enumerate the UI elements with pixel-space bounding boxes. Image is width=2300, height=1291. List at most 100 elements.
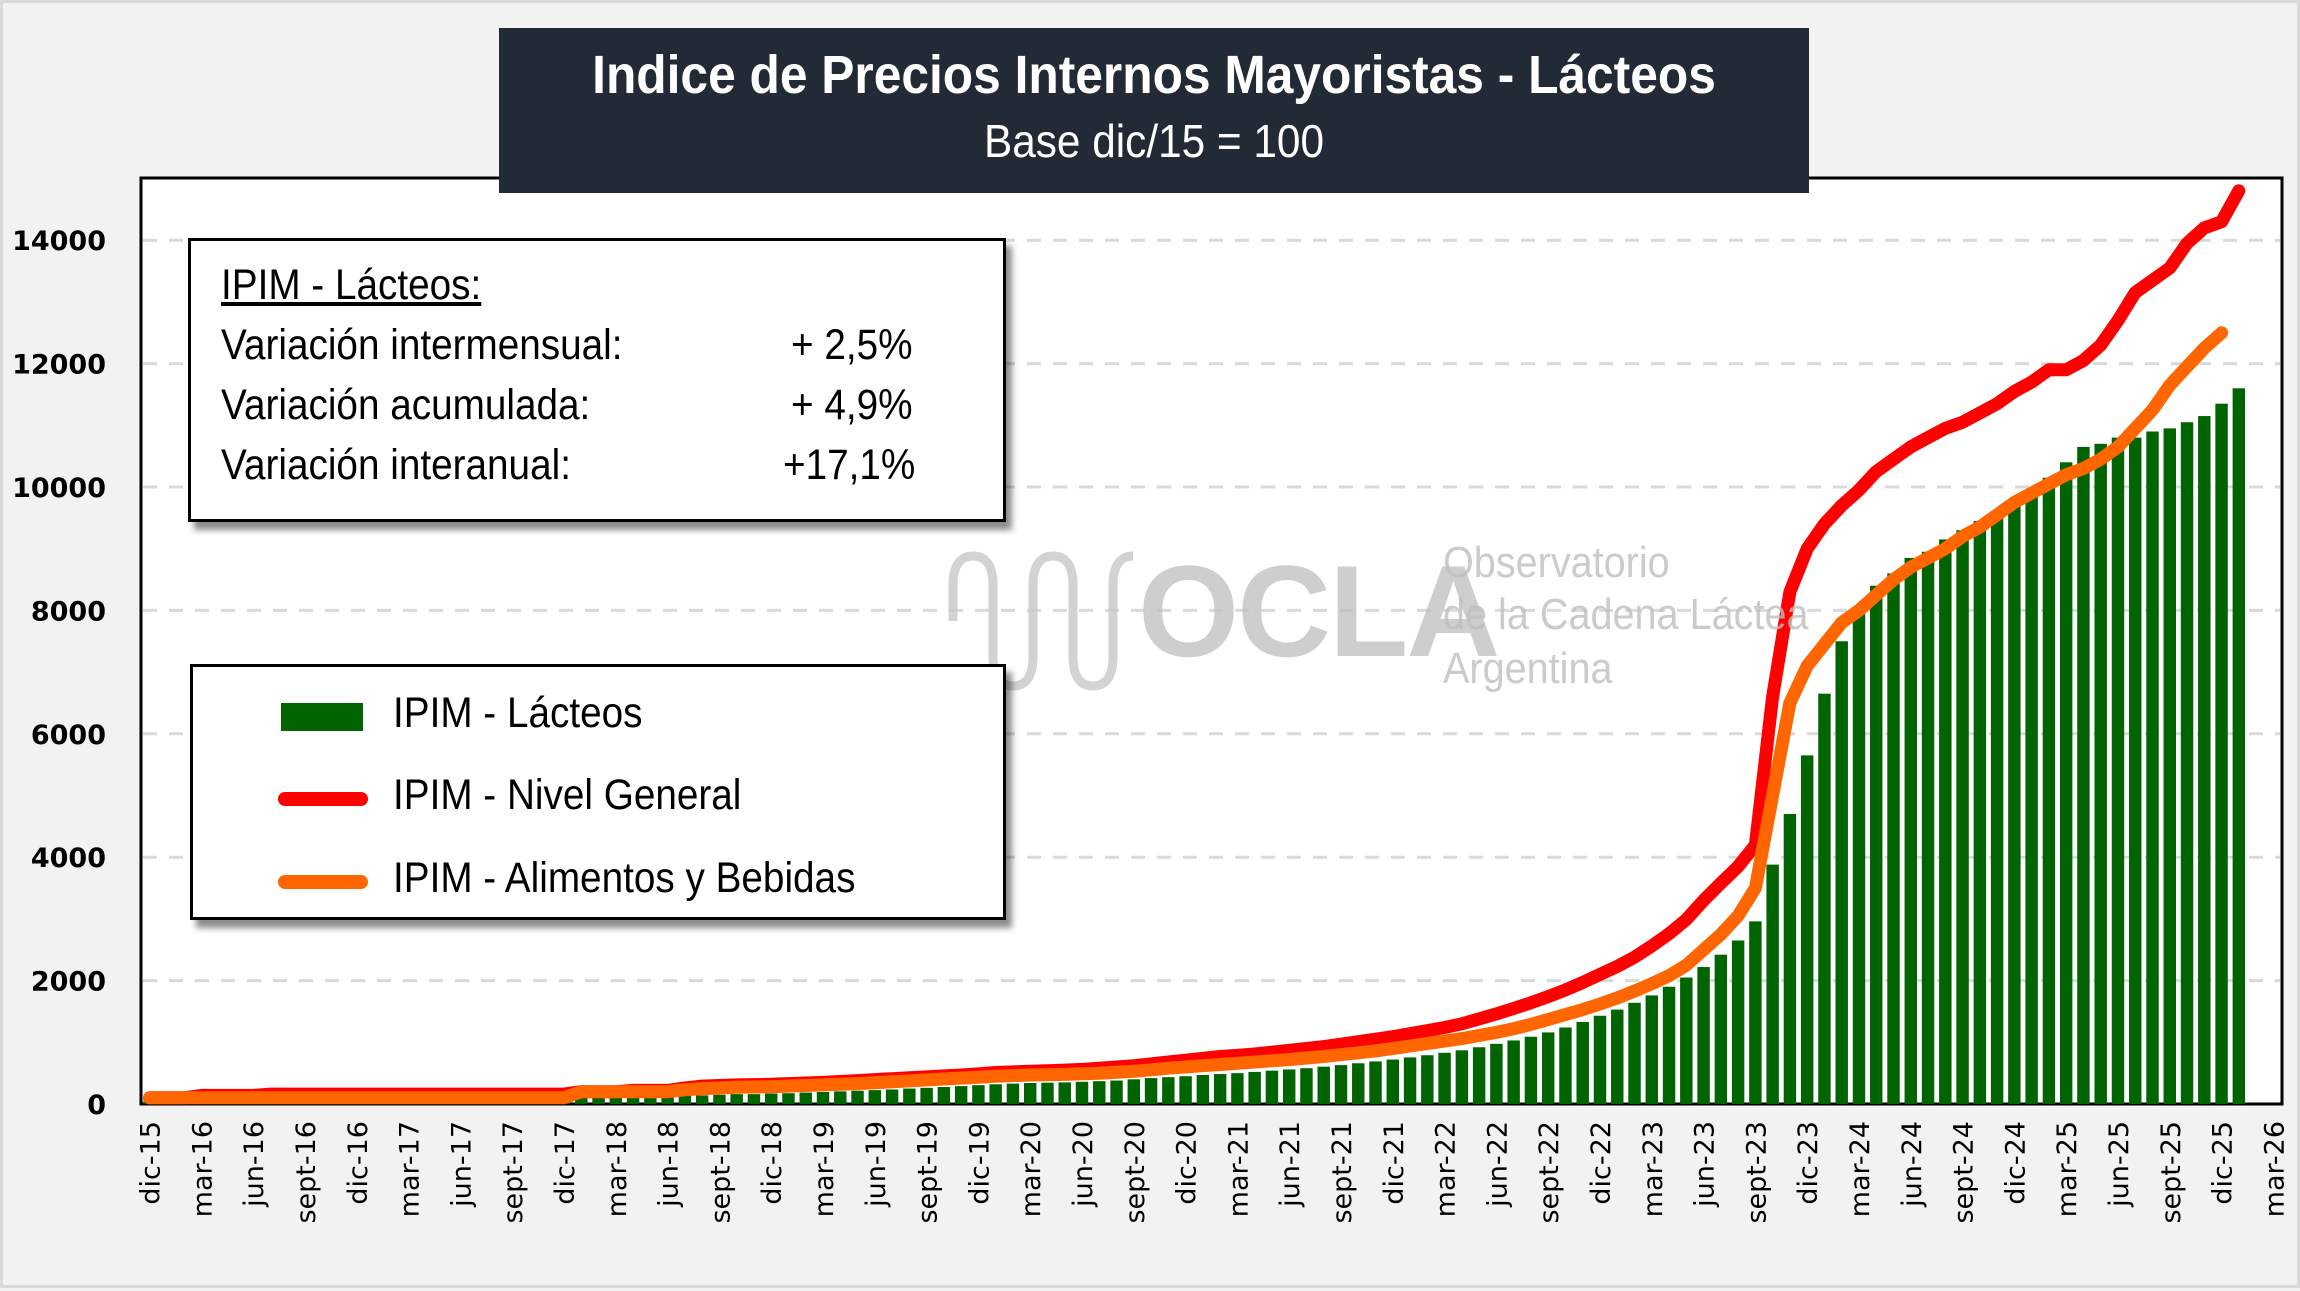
x-tick-label: sept-19 [913, 1121, 944, 1224]
bar [730, 1094, 743, 1104]
bar [972, 1085, 985, 1104]
bars-ipim-lacteos [143, 388, 2246, 1105]
bar [1956, 530, 1969, 1104]
bar [2042, 477, 2056, 1104]
lines [143, 184, 2246, 1105]
x-tick-label: jun-25 [2104, 1121, 2135, 1208]
bar [868, 1090, 882, 1104]
chart-subtitle: Base dic/15 = 100 [984, 115, 1324, 167]
bar [1265, 1070, 1279, 1104]
bar [1541, 1032, 1555, 1104]
bar [799, 1092, 812, 1104]
x-tick-label: mar-23 [1638, 1121, 1669, 1217]
y-tick-label: 14000 [12, 226, 106, 257]
bar [1213, 1074, 1227, 1104]
legend-swatch-bar [281, 703, 363, 731]
x-tick-label: sept-16 [291, 1121, 322, 1224]
bar [592, 1095, 605, 1104]
x-tick-label: dic-17 [550, 1121, 581, 1205]
bar [2180, 422, 2194, 1105]
bar [1110, 1080, 1123, 1104]
info-label-interanual: Variación interanual: [221, 441, 571, 489]
info-label-acumulada: Variación acumulada: [221, 381, 591, 429]
bar [1300, 1068, 1313, 1104]
x-tick-label: dic-18 [757, 1121, 788, 1205]
x-tick-label: dic-20 [1172, 1121, 1203, 1205]
bar [2094, 443, 2107, 1104]
bar [1248, 1071, 1261, 1104]
bar [1783, 814, 1797, 1104]
bar [695, 1095, 709, 1104]
bar [1196, 1075, 1210, 1104]
x-tick-label: mar-16 [187, 1121, 218, 1217]
x-tick-label: mar-21 [1223, 1121, 1254, 1217]
bar [2077, 446, 2090, 1104]
bar [2215, 403, 2228, 1105]
x-tick-label: dic-22 [1586, 1121, 1617, 1205]
bar [609, 1095, 623, 1104]
bar [1006, 1083, 1020, 1104]
bar [1179, 1076, 1192, 1104]
x-tick-label: jun-23 [1690, 1121, 1721, 1208]
x-tick-label: jun-17 [446, 1121, 477, 1208]
bar [920, 1087, 933, 1104]
bar [626, 1095, 640, 1104]
bar [816, 1091, 830, 1104]
bar [1731, 940, 1745, 1104]
bar [661, 1095, 674, 1104]
y-tick-label: 10000 [12, 473, 106, 504]
bar [1317, 1066, 1330, 1104]
bar [1438, 1052, 1451, 1104]
x-tick-label: jun-19 [861, 1121, 892, 1208]
bar [2025, 490, 2038, 1105]
legend-label: IPIM - Lácteos [393, 689, 643, 737]
bar [1559, 1027, 1572, 1104]
bar [1369, 1061, 1382, 1104]
bar [2232, 388, 2246, 1104]
legend-item-lacteos: IPIM - Lácteos [193, 689, 1003, 749]
bar [713, 1094, 726, 1104]
bar [1386, 1059, 1400, 1104]
bar [1075, 1081, 1089, 1104]
bar [1990, 514, 2004, 1104]
bar [1352, 1063, 1365, 1104]
legend-item-alimentos-bebidas: IPIM - Alimentos y Bebidas [193, 854, 1003, 914]
x-tick-label: jun-21 [1275, 1121, 1306, 1208]
bar [989, 1084, 1002, 1104]
x-tick-label: mar-22 [1431, 1121, 1462, 1217]
x-tick-label: dic-15 [136, 1121, 167, 1205]
bar [1593, 1015, 1607, 1104]
line-ipim-alimentos-bebidas [143, 326, 2229, 1105]
bar [1662, 986, 1676, 1104]
bar [1800, 755, 1814, 1104]
y-tick-label: 6000 [31, 720, 106, 751]
y-tick-label: 4000 [31, 843, 106, 874]
x-tick-label: sept-22 [1534, 1121, 1565, 1224]
chart-canvas: 0 2000 4000 6000 8000 10000 12000 14000 dic-15 m… [12, 176, 2290, 1224]
bar [834, 1091, 847, 1104]
y-tick-label: 12000 [12, 350, 106, 381]
bar [1421, 1055, 1434, 1104]
bar [575, 1095, 588, 1104]
bar [764, 1093, 778, 1104]
bar [1403, 1057, 1417, 1104]
bar [1645, 995, 1659, 1104]
x-tick-label: jun-16 [239, 1121, 270, 1208]
chart-title: Indice de Precios Internos Mayoristas - … [592, 45, 1716, 105]
info-value-interanual: +17,1% [783, 441, 916, 489]
bar [2111, 437, 2125, 1104]
bar [1749, 921, 1762, 1104]
bar [1507, 1040, 1520, 1104]
x-tick-label: sept-20 [1120, 1121, 1151, 1224]
legend: IPIM - Lácteos IPIM - Nivel General IPIM… [190, 664, 1006, 920]
x-tick-label: mar-24 [1845, 1121, 1876, 1217]
x-tick-label: dic-24 [2000, 1121, 2031, 1205]
x-tick-label: jun-24 [1897, 1121, 1928, 1208]
bar [1904, 557, 1917, 1104]
bar [1041, 1082, 1054, 1104]
x-tick-label: jun-20 [1068, 1121, 1099, 1208]
legend-swatch-line [278, 792, 368, 806]
chart-title-box: Indice de Precios Internos Mayoristas - … [499, 28, 1809, 193]
x-tick-label: mar-20 [1016, 1121, 1047, 1217]
x-tick-label: dic-25 [2208, 1121, 2239, 1205]
